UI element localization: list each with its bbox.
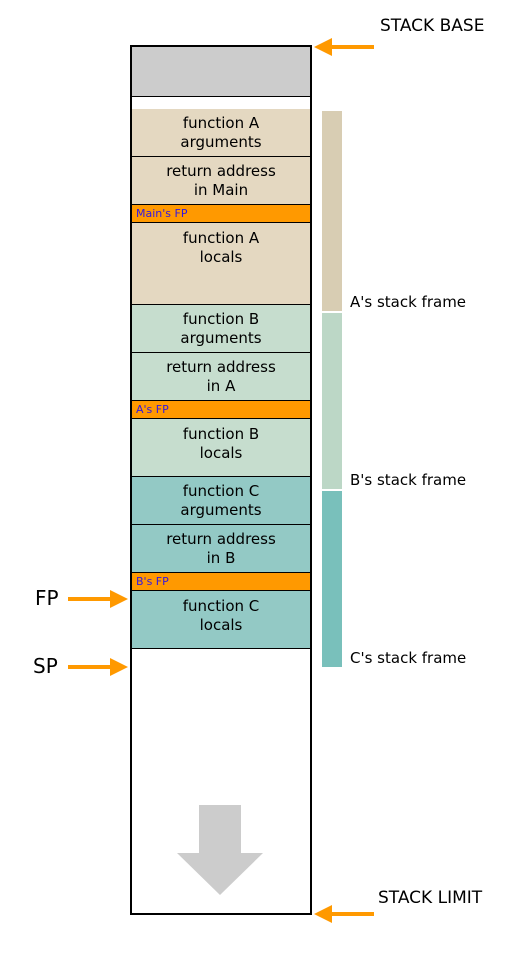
frame-c-fp: B's FP [132,573,310,591]
frame-a-args-text: function Aarguments [180,114,261,152]
bracket-frame-b [322,313,342,490]
label-stack-base: STACK BASE [380,16,484,36]
frame-a-locals-text: function Alocals [183,229,259,267]
frame-b-ret-text: return addressin A [166,358,276,396]
frame-c-ret: return addressin B [132,525,310,573]
label-sp-pointer: SP [33,654,58,678]
frame-c-ret-text: return addressin B [166,530,276,568]
arrow-stack-limit [314,905,374,923]
label-frame-b: B's stack frame [350,471,466,489]
arrow-stack-base [314,38,374,56]
frame-c-fp-text: B's FP [136,575,169,589]
frame-a-ret-text: return addressin Main [166,162,276,200]
frame-b-args-text: function Barguments [180,310,261,348]
arrow-fp-pointer [68,590,128,608]
label-stack-limit: STACK LIMIT [378,888,482,908]
frame-b-fp-text: A's FP [136,403,169,417]
frame-a-ret: return addressin Main [132,157,310,205]
frame-b-args: function Barguments [132,305,310,353]
bracket-frame-c [322,491,342,668]
frame-a-fp: Main's FP [132,205,310,223]
label-fp-pointer: FP [35,586,59,610]
label-frame-c: C's stack frame [350,649,466,667]
bracket-frame-a [322,111,342,312]
gap-after-gray [132,97,310,109]
frame-b-ret: return addressin A [132,353,310,401]
frame-b-locals-text: function Blocals [183,425,259,463]
frame-c-args: function Carguments [132,477,310,525]
frame-c-locals-text: function Clocals [183,597,260,635]
frame-b-fp: A's FP [132,401,310,419]
frame-a-locals: function Alocals [132,223,310,305]
stack-container: function Aarguments return addressin Mai… [130,45,312,915]
gray-top [132,47,310,97]
frame-a-fp-text: Main's FP [136,207,187,221]
frame-a-args: function Aarguments [132,109,310,157]
frame-c-args-text: function Carguments [180,482,261,520]
frame-b-locals: function Blocals [132,419,310,477]
label-frame-a: A's stack frame [350,293,466,311]
arrow-sp-pointer [68,658,128,676]
frame-c-locals: function Clocals [132,591,310,649]
